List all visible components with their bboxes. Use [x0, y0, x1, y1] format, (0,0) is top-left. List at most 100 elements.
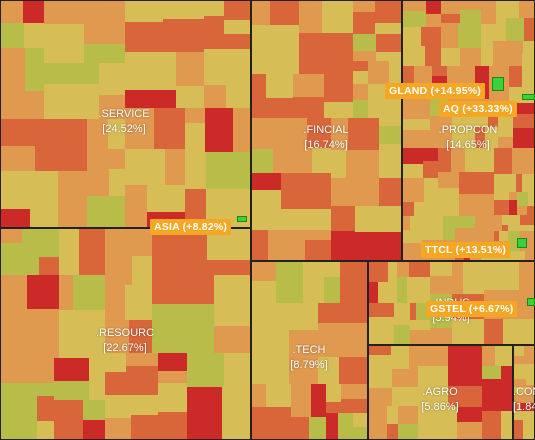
stock-tile[interactable] [353, 71, 368, 84]
stock-tile[interactable] [452, 262, 463, 294]
stock-tile[interactable] [346, 150, 379, 178]
ttcl-marker[interactable] [517, 238, 527, 248]
stock-tile[interactable] [322, 1, 353, 33]
stock-tile[interactable] [105, 353, 126, 372]
stock-tile[interactable] [326, 384, 341, 402]
stock-tile[interactable] [375, 23, 401, 34]
stock-tile[interactable] [508, 226, 520, 231]
stock-tile[interactable] [455, 228, 475, 245]
stock-tile[interactable] [204, 16, 224, 34]
stock-tile[interactable] [19, 358, 54, 383]
stock-tile[interactable] [403, 243, 422, 260]
stock-tile[interactable] [353, 51, 376, 61]
stock-tile[interactable] [89, 358, 105, 372]
stock-tile[interactable] [125, 52, 176, 90]
stock-tile[interactable] [369, 388, 392, 406]
stock-tile[interactable] [424, 178, 438, 202]
stock-tile[interactable] [465, 148, 478, 172]
stock-tile[interactable] [294, 118, 307, 148]
stock-tile[interactable] [1, 275, 27, 309]
stock-tile[interactable] [508, 215, 520, 226]
stock-tile[interactable] [1, 243, 14, 275]
stock-tile[interactable] [99, 63, 125, 95]
sector-resourc[interactable] [0, 228, 251, 440]
stock-tile[interactable] [1, 48, 25, 91]
stock-tile[interactable] [524, 346, 534, 356]
stock-tile[interactable] [126, 353, 158, 366]
stock-tile[interactable] [341, 384, 367, 399]
stock-tile[interactable] [403, 216, 410, 230]
stock-tile[interactable] [387, 424, 398, 439]
stock-tile[interactable] [513, 114, 534, 128]
stock-tile[interactable] [59, 229, 79, 275]
stock-tile[interactable] [448, 346, 482, 386]
stock-tile[interactable] [458, 23, 481, 48]
stock-tile[interactable] [331, 206, 355, 231]
stock-tile[interactable] [158, 412, 187, 439]
stock-tile[interactable] [414, 202, 438, 216]
stock-tile[interactable] [309, 417, 326, 439]
stock-tile[interactable] [252, 74, 266, 98]
stock-tile[interactable] [423, 148, 438, 161]
stock-tile[interactable] [222, 387, 250, 439]
stock-tile[interactable] [403, 27, 421, 46]
stock-tile[interactable] [252, 407, 274, 439]
stock-tile[interactable] [331, 150, 346, 178]
stock-tile[interactable] [381, 406, 387, 424]
stock-tile[interactable] [430, 328, 452, 344]
stock-tile[interactable] [379, 161, 401, 178]
stock-tile[interactable] [452, 319, 484, 344]
stock-tile[interactable] [125, 1, 163, 22]
stock-tile[interactable] [394, 325, 410, 344]
stock-tile[interactable] [105, 418, 131, 439]
stock-tile[interactable] [494, 200, 509, 215]
stock-tile[interactable] [59, 275, 73, 310]
stock-tile[interactable] [391, 346, 409, 369]
stock-tile[interactable] [353, 34, 376, 51]
sector-propcon[interactable] [402, 0, 535, 261]
stock-tile[interactable] [425, 46, 441, 66]
stock-tile[interactable] [207, 260, 250, 275]
stock-tile[interactable] [20, 309, 59, 358]
tag-ttcl[interactable]: TTCL (+13.51%) [421, 242, 511, 258]
stock-tile[interactable] [488, 114, 498, 127]
stock-tile[interactable] [281, 209, 331, 230]
stock-tile[interactable] [1, 119, 35, 146]
stock-tile[interactable] [1, 309, 20, 358]
stock-tile[interactable] [252, 303, 291, 330]
stock-tile[interactable] [18, 91, 44, 119]
stock-tile[interactable] [380, 424, 387, 439]
stock-tile[interactable] [339, 357, 367, 384]
stock-tile[interactable] [501, 411, 512, 439]
stock-tile[interactable] [448, 386, 482, 407]
stock-tile[interactable] [496, 1, 506, 24]
stock-tile[interactable] [87, 119, 108, 149]
stock-tile[interactable] [291, 303, 318, 330]
stock-tile[interactable] [305, 240, 331, 260]
stock-tile[interactable] [37, 396, 54, 421]
stock-tile[interactable] [311, 384, 326, 417]
stock-tile[interactable] [54, 400, 83, 418]
stock-tile[interactable] [403, 11, 426, 27]
stock-tile[interactable] [494, 148, 512, 165]
stock-tile[interactable] [109, 169, 125, 196]
stock-tile[interactable] [457, 422, 482, 439]
stock-tile[interactable] [368, 61, 389, 84]
stock-tile[interactable] [514, 346, 524, 356]
stock-tile[interactable] [457, 407, 482, 422]
stock-tile[interactable] [517, 206, 527, 215]
stock-tile[interactable] [312, 148, 331, 173]
stock-tile[interactable] [1, 1, 23, 23]
stock-tile[interactable] [125, 90, 176, 108]
stock-tile[interactable] [353, 84, 368, 100]
stock-tile[interactable] [299, 33, 329, 74]
stock-tile[interactable] [509, 192, 517, 200]
stock-tile[interactable] [379, 144, 401, 161]
stock-tile[interactable] [291, 417, 309, 439]
stock-tile[interactable] [451, 148, 465, 172]
stock-tile[interactable] [79, 229, 105, 275]
stock-tile[interactable] [338, 413, 353, 439]
stock-tile[interactable] [369, 262, 388, 282]
sector-tech[interactable] [251, 261, 368, 440]
stock-tile[interactable] [266, 74, 293, 98]
